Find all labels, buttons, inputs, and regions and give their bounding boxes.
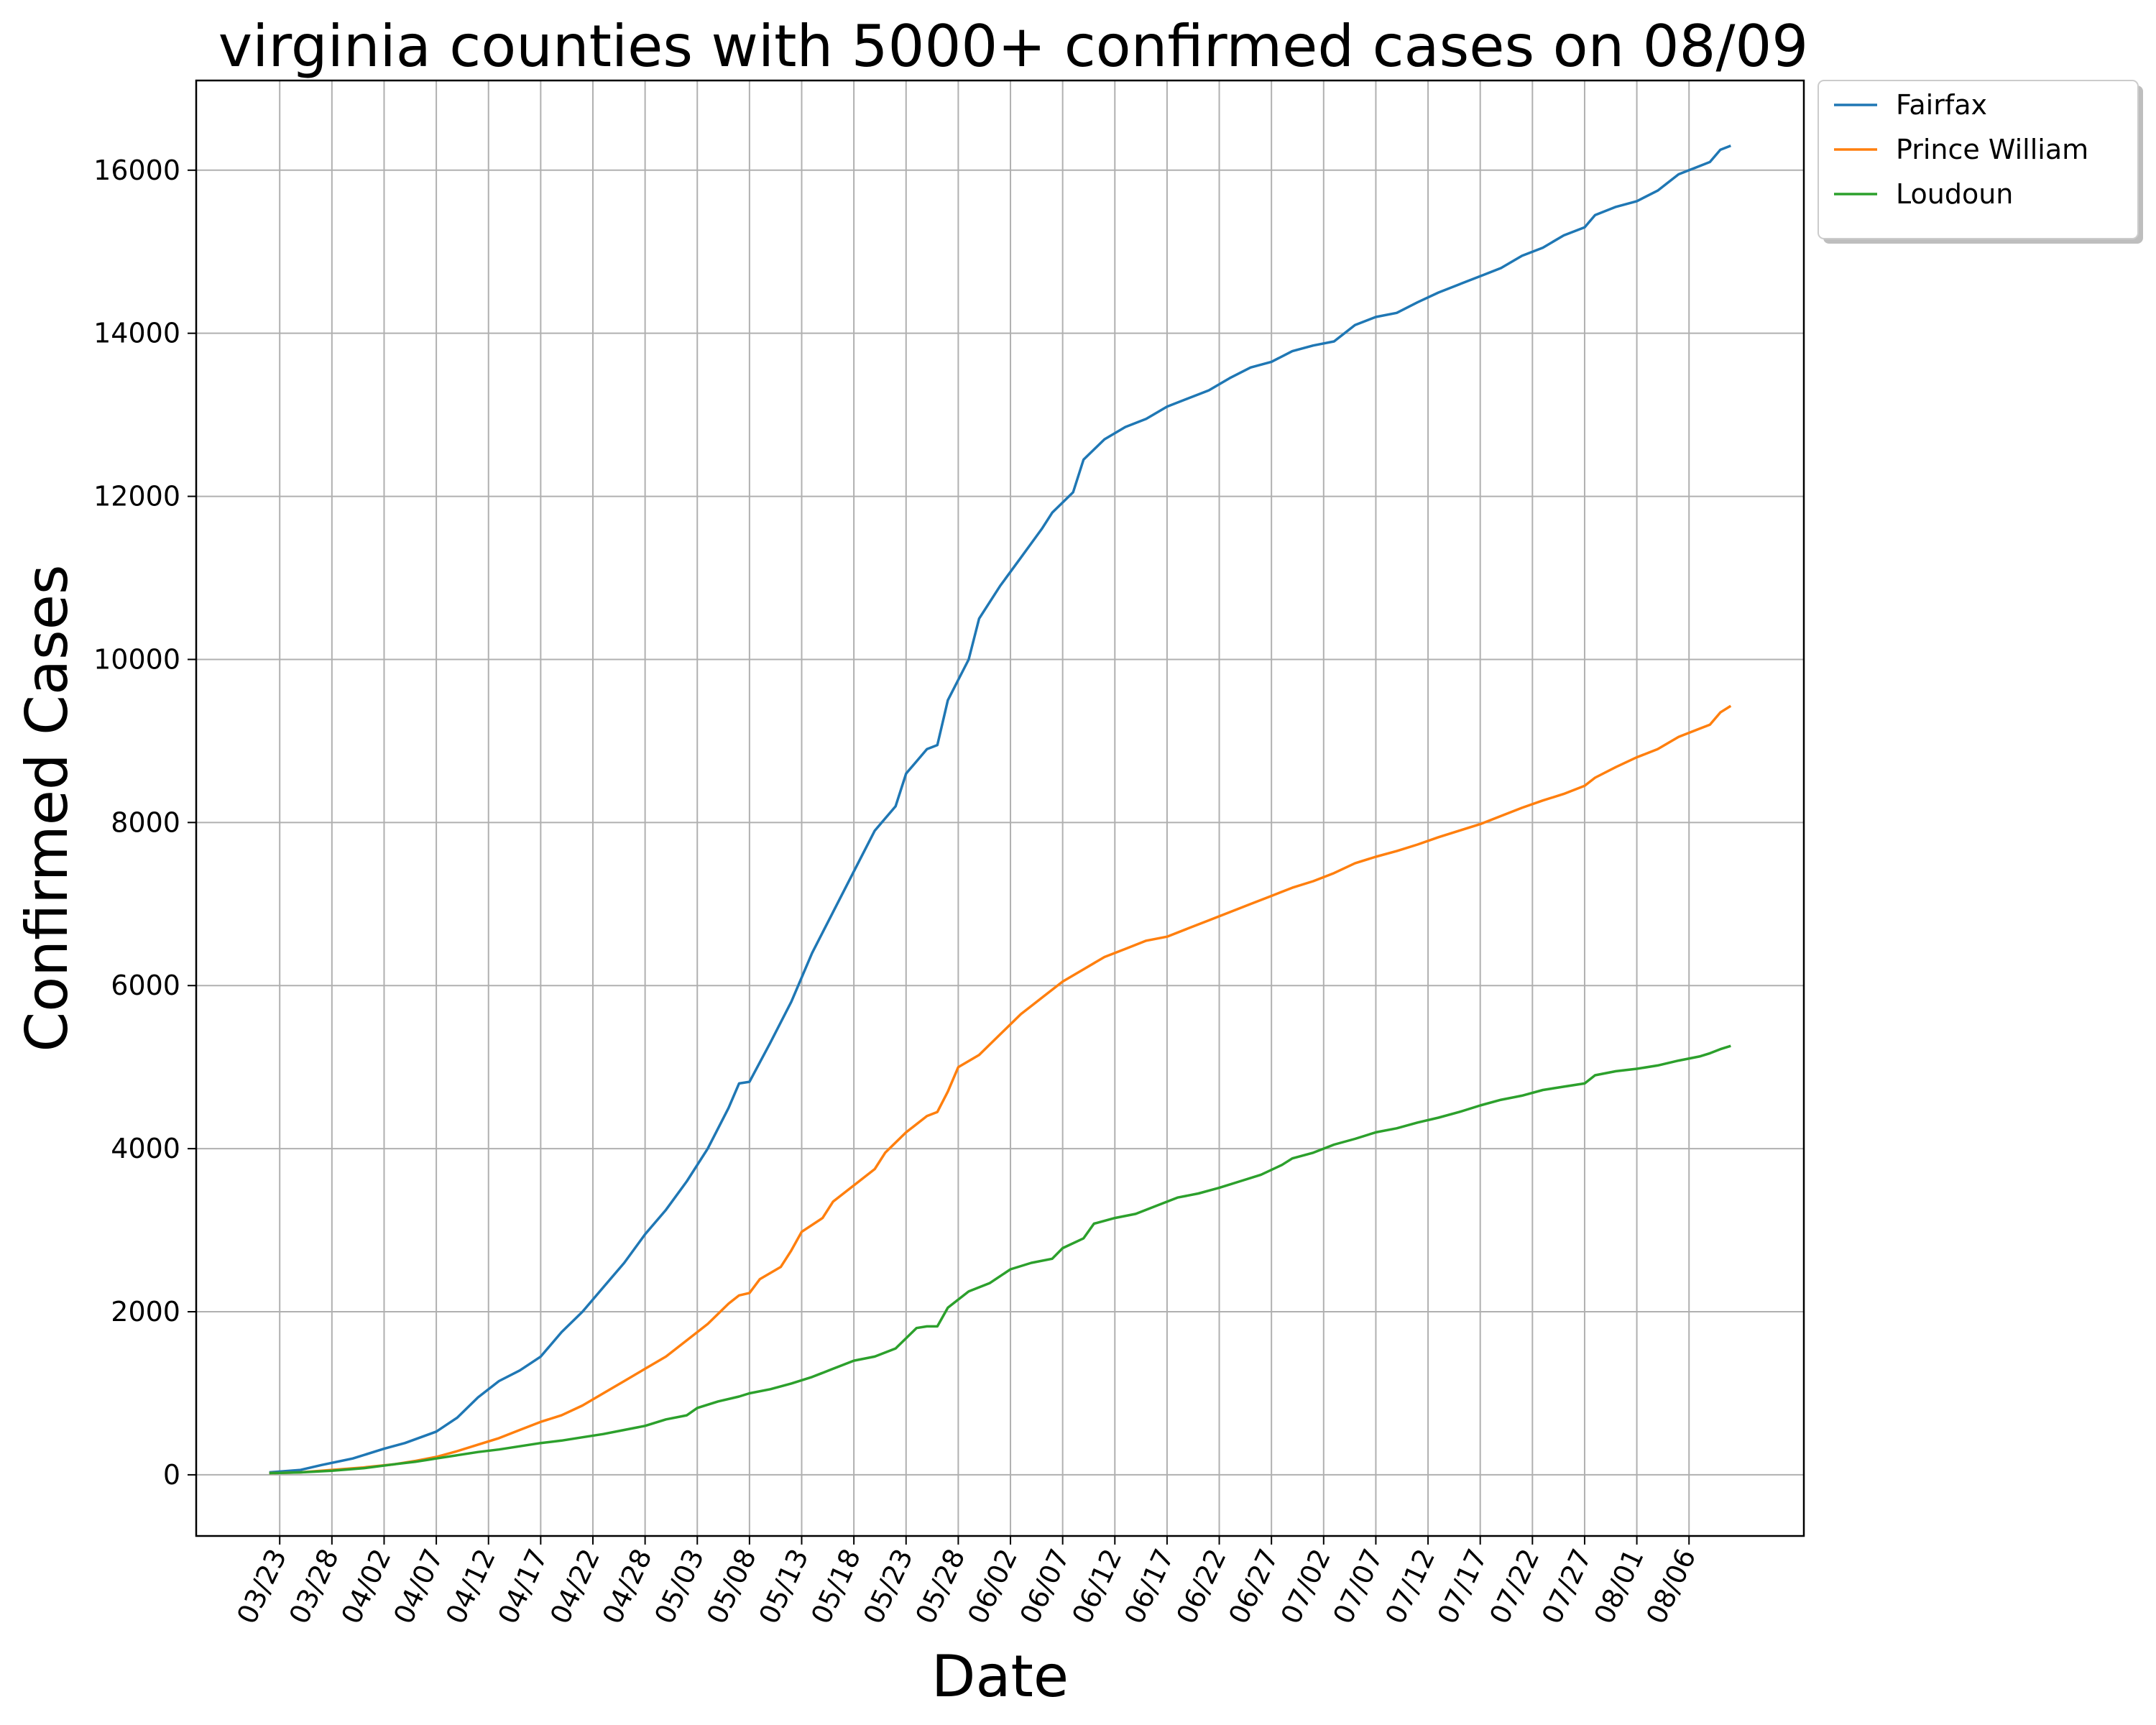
grid xyxy=(196,80,1804,1536)
series-line-loudoun xyxy=(269,1044,1731,1475)
legend-box xyxy=(1818,80,2139,239)
y-axis-label: Confirmed Cases xyxy=(14,564,80,1052)
y-tick-label: 0 xyxy=(163,1459,180,1491)
legend: Fairfax Prince William Loudoun xyxy=(1818,80,2143,244)
series-line-fairfax xyxy=(269,144,1731,1474)
x-axis: 03/2303/2804/0204/0704/1204/1704/2204/28… xyxy=(231,1536,1702,1629)
legend-label: Prince William xyxy=(1896,134,2088,165)
y-axis: 0 2000 4000 6000 8000 10000 12000 14000 16000 xyxy=(93,155,196,1491)
x-axis-label: Date xyxy=(931,1643,1069,1710)
series-line-prince-william xyxy=(269,704,1732,1475)
y-tick-label: 12000 xyxy=(93,481,180,512)
legend-label: Fairfax xyxy=(1896,89,1987,121)
y-tick-label: 4000 xyxy=(111,1133,180,1164)
plot-frame xyxy=(195,79,1805,1537)
y-tick-label: 16000 xyxy=(93,155,180,186)
series-lines xyxy=(269,144,1732,1475)
legend-label: Loudoun xyxy=(1896,178,2013,210)
x-tick-label: 08/06 xyxy=(1640,1544,1702,1629)
chart-title: virginia counties with 5000+ confirmed c… xyxy=(218,13,1808,80)
y-tick-label: 14000 xyxy=(93,318,180,349)
y-tick-label: 8000 xyxy=(111,806,180,838)
y-tick-label: 6000 xyxy=(111,970,180,1001)
y-tick-label: 10000 xyxy=(93,643,180,675)
y-tick-label: 2000 xyxy=(111,1296,180,1328)
